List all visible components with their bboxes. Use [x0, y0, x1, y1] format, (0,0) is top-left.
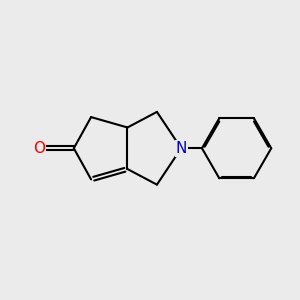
Text: O: O: [33, 141, 45, 156]
Text: N: N: [176, 141, 187, 156]
